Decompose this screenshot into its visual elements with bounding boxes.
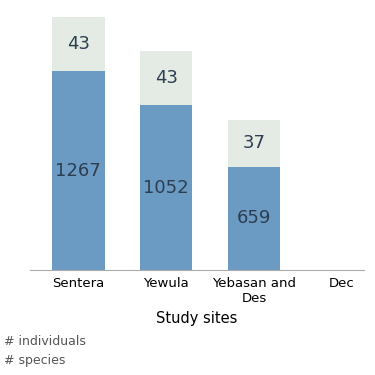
Bar: [140, 51, 192, 105]
Bar: [52, 71, 105, 270]
Bar: [52, 17, 105, 71]
Text: 37: 37: [243, 135, 266, 153]
Bar: [140, 105, 192, 270]
Text: 1052: 1052: [143, 178, 189, 196]
Text: # individuals: # individuals: [4, 335, 86, 348]
Text: 659: 659: [237, 209, 271, 227]
Text: # species: # species: [4, 354, 65, 367]
Text: 43: 43: [67, 35, 90, 53]
Bar: [228, 120, 280, 166]
Text: 1267: 1267: [56, 162, 101, 180]
Bar: [228, 166, 280, 270]
X-axis label: Study sites: Study sites: [156, 310, 238, 326]
Text: 43: 43: [154, 69, 178, 87]
